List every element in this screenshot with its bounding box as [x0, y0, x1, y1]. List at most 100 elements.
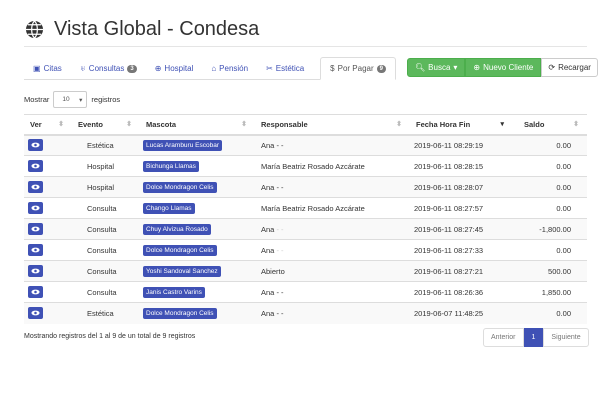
view-button[interactable] [28, 286, 43, 298]
pagination: Anterior 1 Siguiente [483, 328, 589, 347]
nuevo-cliente-button[interactable]: ⊕ Nuevo Cliente [465, 58, 542, 77]
page-title: Vista Global - Condesa [25, 18, 259, 41]
fecha-cell: 2019-06-07 11:48:25 [410, 302, 512, 324]
tab-citas[interactable]: ▣ Citas [24, 57, 71, 80]
prev-page-button[interactable]: Anterior [483, 328, 524, 347]
page-length-select[interactable]: 10 ▾ [53, 91, 88, 108]
view-button[interactable] [28, 181, 43, 193]
caret-down-icon: ▾ [79, 96, 83, 104]
mascota-link[interactable]: Dolce Mondragon Celis [143, 307, 217, 319]
mascota-link[interactable]: Lucas Aramburu Escobar [143, 139, 222, 151]
eye-icon [31, 163, 40, 169]
eye-icon [31, 247, 40, 253]
responsable-cell: María Beatriz Rosado Azcárate [255, 155, 410, 177]
saldo-cell: 0.00 [512, 155, 587, 177]
table-row: Consulta Dolce Mondragon Celis Ana - - 2… [24, 239, 587, 261]
responsable-cell: Ana - - [255, 302, 410, 324]
recargar-button[interactable]: ⟳ Recargar [541, 58, 598, 77]
view-button[interactable] [28, 139, 43, 152]
header-label: Responsable [261, 119, 308, 129]
page-1-button[interactable]: 1 [523, 328, 544, 347]
responsable-suffix: - - [276, 245, 284, 255]
tab-pension[interactable]: ⌂ Pensión [202, 57, 257, 80]
column-header[interactable]: Ver ⬍ [24, 114, 72, 136]
evento-cell: Consulta [72, 239, 140, 261]
table-row: Consulta Chuy Alvizua Rosado Ana - - 201… [24, 218, 587, 240]
mascota-link[interactable]: Dolce Mondragon Celis [143, 244, 217, 256]
tab-estetica[interactable]: ✂ Estética [257, 57, 313, 80]
view-button[interactable] [28, 265, 43, 277]
button-label: Recargar [558, 63, 591, 72]
column-header[interactable]: Fecha Hora Fin ▾ [410, 114, 512, 136]
table-row: Hospital Bichunga Llamas María Beatriz R… [24, 155, 587, 177]
evento-cell: Consulta [72, 218, 140, 240]
tab-label: Por Pagar [337, 64, 374, 73]
responsable-cell: Ana - - [255, 176, 410, 198]
saldo-cell: 0.00 [512, 134, 587, 156]
responsable-name: Abierto [261, 266, 285, 276]
saldo-cell: 0.00 [512, 176, 587, 198]
table-row: Estética Dolce Mondragon Celis Ana - - 2… [24, 302, 587, 324]
tab-bar: ▣ Citas ♅ Consultas 3 ⊕ Hospital ⌂ Pensión ✂ E… [24, 57, 396, 80]
responsable-name: María Beatriz Rosado Azcárate [261, 203, 365, 213]
responsable-cell: Ana - - [255, 281, 410, 303]
count-badge: 3 [127, 64, 137, 73]
header-label: Evento [78, 119, 104, 129]
toolbar: 🔍︎ Busca ▾ ⊕ Nuevo Cliente ⟳ Recargar [407, 58, 598, 77]
responsable-suffix: - - [276, 308, 284, 318]
view-button[interactable] [28, 307, 43, 320]
sort-desc-icon: ▾ [500, 120, 504, 128]
eye-icon [31, 205, 40, 211]
table-row: Hospital Dolce Mondragon Celis Ana - - 2… [24, 176, 587, 198]
column-header[interactable]: Evento ⬍ [72, 114, 140, 136]
eye-icon [31, 310, 40, 316]
dollar-icon: $ [330, 64, 335, 73]
mascota-link[interactable]: Chango Llamas [143, 202, 195, 214]
search-icon: 🔍︎ [415, 63, 426, 72]
view-button[interactable] [28, 160, 43, 172]
responsable-suffix: - - [276, 224, 284, 234]
responsable-name: María Beatriz Rosado Azcárate [261, 161, 365, 171]
refresh-icon: ⟳ [548, 63, 556, 72]
saldo-cell: 0.00 [512, 239, 587, 261]
next-page-button[interactable]: Siguiente [543, 328, 589, 347]
evento-cell: Hospital [72, 176, 140, 198]
mascota-link[interactable]: Chuy Alvizua Rosado [143, 223, 211, 235]
column-header[interactable]: Mascota ⬍ [140, 114, 255, 136]
tab-hospital[interactable]: ⊕ Hospital [146, 57, 203, 80]
evento-cell: Consulta [72, 260, 140, 282]
table-row: Estética Lucas Aramburu Escobar Ana - - … [24, 134, 587, 156]
mascota-link[interactable]: Yoshi Sandoval Sanchez [143, 265, 221, 277]
tab-label: Pensión [219, 64, 249, 73]
tab-por-pagar[interactable]: $ Por Pagar 9 [320, 57, 396, 80]
responsable-cell: Ana - - [255, 134, 410, 156]
page-length-control: Mostrar 10 ▾ registros [24, 91, 120, 108]
column-header[interactable]: Saldo ⬍ [512, 114, 587, 136]
tab-label: Citas [43, 64, 62, 73]
stethoscope-icon: ♅ [79, 64, 86, 73]
mascota-link[interactable]: Dolce Mondragon Celis [143, 181, 217, 193]
header-label: Saldo [524, 119, 545, 129]
saldo-cell: 0.00 [512, 197, 587, 219]
table-row: Consulta Janis Castro Varins Ana - - 201… [24, 281, 587, 303]
sort-icon: ⬍ [573, 120, 579, 128]
button-label: Busca [428, 63, 451, 72]
view-button[interactable] [28, 202, 43, 214]
mascota-link[interactable]: Bichunga Llamas [143, 160, 199, 172]
busca-dropdown-button[interactable]: 🔍︎ Busca ▾ [407, 58, 466, 77]
mascota-link[interactable]: Janis Castro Varins [143, 286, 205, 298]
length-prefix: Mostrar [24, 95, 50, 104]
header-label: Mascota [146, 119, 177, 129]
view-button[interactable] [28, 244, 43, 256]
column-header[interactable]: Responsable ⬍ [255, 114, 410, 136]
saldo-cell: 0.00 [512, 302, 587, 324]
length-suffix: registros [91, 95, 121, 104]
responsable-cell: Ana - - [255, 239, 410, 261]
evento-cell: Estética [72, 302, 140, 324]
view-button[interactable] [28, 223, 43, 235]
table-row: Consulta Yoshi Sandoval Sanchez Abierto … [24, 260, 587, 282]
caret-down-icon: ▾ [453, 63, 458, 72]
fecha-cell: 2019-06-11 08:27:45 [410, 218, 512, 240]
tab-consultas[interactable]: ♅ Consultas 3 [71, 57, 146, 80]
sort-icon: ⬍ [396, 120, 402, 128]
